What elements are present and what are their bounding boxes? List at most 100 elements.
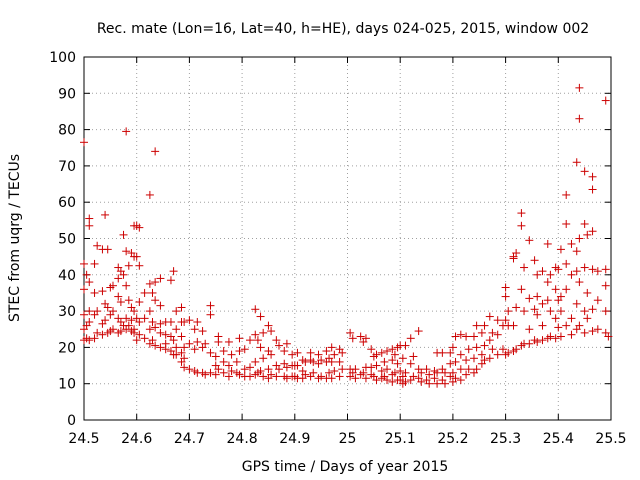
data-point bbox=[148, 288, 157, 297]
data-point bbox=[588, 185, 597, 194]
data-point bbox=[456, 330, 465, 339]
data-point bbox=[151, 323, 160, 332]
data-point bbox=[193, 317, 202, 326]
data-point bbox=[601, 281, 610, 290]
data-point bbox=[575, 83, 584, 92]
data-point bbox=[80, 259, 88, 268]
y-tick-label: 40 bbox=[58, 268, 76, 284]
data-point bbox=[101, 210, 110, 219]
data-point bbox=[224, 361, 233, 370]
data-point bbox=[103, 245, 112, 254]
data-point bbox=[256, 366, 265, 375]
data-point bbox=[156, 343, 165, 352]
data-point bbox=[108, 307, 117, 316]
data-point bbox=[172, 343, 181, 352]
data-point bbox=[185, 339, 194, 348]
data-point bbox=[122, 127, 131, 136]
data-point bbox=[293, 348, 302, 357]
data-point bbox=[401, 368, 410, 377]
data-point bbox=[593, 296, 602, 305]
data-point bbox=[543, 278, 552, 287]
x-axis: 24.5 24.6 24.7 24.8 24.9 25 25.1 25.2 25.3 25.4 25… bbox=[68, 57, 627, 447]
data-point bbox=[114, 274, 123, 283]
data-point bbox=[383, 347, 392, 356]
data-point bbox=[480, 341, 489, 350]
data-point bbox=[372, 350, 381, 359]
data-point bbox=[414, 327, 423, 336]
data-point bbox=[177, 303, 186, 312]
data-point bbox=[80, 310, 88, 319]
data-point bbox=[456, 376, 465, 385]
data-point bbox=[156, 328, 165, 337]
x-tick-label: 24.7 bbox=[174, 431, 205, 447]
data-point bbox=[509, 254, 518, 263]
data-point bbox=[396, 366, 405, 375]
data-point bbox=[604, 332, 613, 341]
data-point bbox=[259, 328, 268, 337]
data-point bbox=[85, 317, 94, 326]
data-point bbox=[562, 259, 571, 268]
y-tick-label: 50 bbox=[58, 232, 76, 248]
data-point bbox=[280, 347, 289, 356]
data-point bbox=[451, 374, 460, 383]
data-point bbox=[372, 376, 381, 385]
data-point bbox=[425, 370, 434, 379]
data-point bbox=[575, 234, 584, 243]
data-point bbox=[488, 328, 497, 337]
y-tick-label: 10 bbox=[58, 377, 76, 393]
data-point bbox=[493, 330, 502, 339]
data-point bbox=[161, 330, 170, 339]
data-point bbox=[227, 366, 236, 375]
data-point bbox=[122, 281, 131, 290]
data-point bbox=[264, 365, 273, 374]
data-point bbox=[161, 345, 170, 354]
data-point bbox=[562, 190, 571, 199]
data-point bbox=[145, 307, 154, 316]
data-point bbox=[90, 334, 99, 343]
data-point bbox=[224, 372, 233, 381]
data-point bbox=[554, 323, 563, 332]
data-point bbox=[267, 350, 276, 359]
data-point bbox=[172, 307, 181, 316]
data-point bbox=[533, 292, 542, 301]
data-point bbox=[206, 368, 215, 377]
data-point bbox=[356, 332, 365, 341]
chart-title: Rec. mate (Lon=16, Lat=40, h=HE), days 0… bbox=[97, 21, 589, 37]
data-point bbox=[274, 341, 283, 350]
data-point bbox=[348, 334, 357, 343]
data-point bbox=[156, 274, 165, 283]
data-point bbox=[145, 279, 154, 288]
data-point bbox=[288, 350, 297, 359]
data-point bbox=[206, 310, 215, 319]
data-point bbox=[224, 337, 233, 346]
data-point bbox=[593, 267, 602, 276]
data-point bbox=[180, 343, 189, 352]
data-point bbox=[588, 327, 597, 336]
data-point bbox=[93, 307, 102, 316]
data-point bbox=[501, 316, 510, 325]
data-point bbox=[330, 350, 339, 359]
data-point bbox=[240, 365, 249, 374]
data-point bbox=[480, 356, 489, 365]
data-point bbox=[282, 374, 291, 383]
data-point bbox=[583, 314, 592, 323]
data-point bbox=[172, 350, 181, 359]
data-point bbox=[464, 365, 473, 374]
data-point bbox=[282, 363, 291, 372]
y-tick-label: 70 bbox=[58, 159, 76, 175]
data-point bbox=[464, 345, 473, 354]
data-point bbox=[264, 321, 273, 330]
data-point bbox=[151, 341, 160, 350]
data-point bbox=[274, 365, 283, 374]
data-point bbox=[306, 348, 315, 357]
data-point bbox=[132, 252, 141, 261]
data-point bbox=[327, 357, 336, 366]
data-point bbox=[206, 301, 215, 310]
data-point bbox=[180, 354, 189, 363]
data-point bbox=[509, 321, 518, 330]
data-point bbox=[498, 345, 507, 354]
data-point bbox=[580, 328, 589, 337]
data-point bbox=[462, 370, 471, 379]
y-tick-label: 0 bbox=[67, 413, 76, 429]
